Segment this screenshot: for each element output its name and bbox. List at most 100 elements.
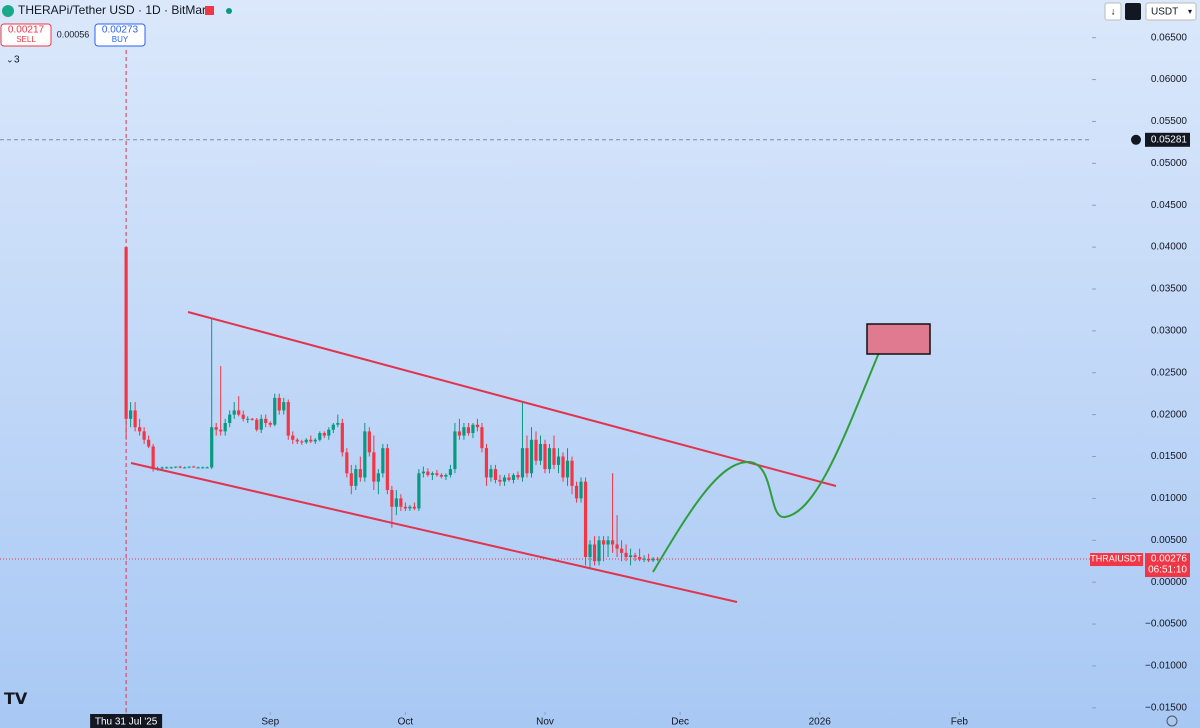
candle-body xyxy=(525,448,529,474)
candle-body xyxy=(318,433,322,440)
candle-body xyxy=(340,423,344,453)
candle-body xyxy=(241,414,245,419)
y-tick-label: 0.05500 xyxy=(1151,116,1188,127)
candle-body xyxy=(232,410,236,415)
symbol-tag-box xyxy=(1090,553,1143,567)
candle-body xyxy=(619,548,624,553)
candle-body xyxy=(129,410,133,419)
candle-body xyxy=(484,448,489,478)
candle-body xyxy=(520,448,525,478)
candle-body xyxy=(286,402,290,436)
candle-body xyxy=(453,431,457,470)
dropdown-caret: ▾ xyxy=(1188,7,1192,16)
candle-body xyxy=(597,540,601,562)
candle-body xyxy=(291,435,295,440)
crosshair-plus xyxy=(1131,134,1141,145)
y-tick-label: 0.01500 xyxy=(1151,451,1188,462)
candle-body xyxy=(624,552,628,558)
candle-body xyxy=(502,477,507,482)
candle-body xyxy=(471,424,475,434)
x-tick-label: Feb xyxy=(951,717,969,728)
y-tick-label: 0.00500 xyxy=(1151,535,1188,546)
y-tick-label: −0.01000 xyxy=(1145,661,1187,672)
candle-body xyxy=(268,423,272,425)
candle-body xyxy=(556,456,561,465)
candle-body xyxy=(277,397,281,411)
candle-body xyxy=(160,467,164,469)
y-tick-label: −0.01500 xyxy=(1145,702,1187,713)
collapse-caret[interactable]: ⌄ xyxy=(6,54,14,64)
candle-body xyxy=(336,423,340,425)
candle-body xyxy=(507,477,511,480)
buy-price: 0.00273 xyxy=(102,25,139,36)
candle-body xyxy=(565,460,570,478)
compare-button[interactable] xyxy=(1125,3,1141,20)
candle-body xyxy=(304,439,308,443)
candle-body xyxy=(169,467,173,469)
y-tick-label: 0.02500 xyxy=(1151,367,1188,378)
drawings xyxy=(130,311,931,603)
candle-body xyxy=(205,467,209,469)
channel-upper xyxy=(187,311,837,487)
countdown: 06:51:10 xyxy=(1148,565,1187,576)
candle-body xyxy=(255,419,259,430)
x-tick-label: Thu 31 Jul '25 xyxy=(95,717,158,728)
y-tick-label: 0.03500 xyxy=(1151,284,1188,295)
candle-body xyxy=(363,431,367,478)
y-tick-label: 0.00000 xyxy=(1151,577,1188,588)
currency: USDT xyxy=(1151,7,1178,18)
symbol-icon xyxy=(2,5,14,17)
y-tick-label: 0.06500 xyxy=(1151,32,1188,43)
candle-body xyxy=(651,558,655,561)
candle-body xyxy=(187,466,191,468)
y-tick-label: 0.06000 xyxy=(1151,74,1188,85)
candle-body xyxy=(385,448,389,491)
currency-select[interactable] xyxy=(1145,2,1197,21)
candle-body xyxy=(592,544,597,562)
sell-label: SELL xyxy=(16,35,36,44)
y-tick-label: 0.04000 xyxy=(1151,242,1188,253)
candle-body xyxy=(192,466,196,468)
candle-body xyxy=(628,555,633,558)
y-tick-label: 0.05000 xyxy=(1151,158,1188,169)
candle-body xyxy=(561,456,565,478)
candle-body xyxy=(583,481,588,558)
candle-body xyxy=(466,427,471,434)
candle-body xyxy=(601,540,606,545)
crosshair-price: 0.05281 xyxy=(1151,134,1188,145)
chart-title: THERAPi/Tether USD · 1D · BitMart xyxy=(18,3,210,17)
indicator-count[interactable]: 3 xyxy=(14,55,20,66)
candle-body xyxy=(282,402,286,411)
candle-body xyxy=(439,474,444,477)
candle-body xyxy=(210,427,214,468)
candle-body xyxy=(457,431,462,436)
y-tick-label: −0.00500 xyxy=(1145,619,1187,630)
candle-body xyxy=(349,473,353,486)
x-tick-label: Nov xyxy=(536,717,554,728)
candle-body xyxy=(489,469,493,478)
candle-body xyxy=(237,410,241,415)
candle-body xyxy=(444,474,448,477)
y-tick-label: 0.01000 xyxy=(1151,493,1188,504)
candle-body xyxy=(300,441,304,443)
y-tick-label: 0.02000 xyxy=(1151,409,1188,420)
download-button[interactable] xyxy=(1104,2,1122,21)
candle-body xyxy=(588,544,592,558)
plot xyxy=(0,37,1096,715)
candle-body xyxy=(430,473,434,475)
candle-body xyxy=(498,479,502,482)
sell-button[interactable] xyxy=(0,23,52,47)
candle-body xyxy=(322,433,326,436)
x-tick-label: Oct xyxy=(398,717,414,728)
candle-body xyxy=(547,448,552,470)
candle-body xyxy=(178,466,182,468)
candle-body xyxy=(574,485,579,499)
candle-body xyxy=(642,558,646,560)
candle-body xyxy=(367,431,371,453)
candle-body xyxy=(151,446,155,470)
flag-icon[interactable] xyxy=(205,6,214,15)
candle-body xyxy=(417,473,421,509)
buy-button[interactable] xyxy=(94,23,146,47)
settings-icon[interactable] xyxy=(1166,715,1178,727)
